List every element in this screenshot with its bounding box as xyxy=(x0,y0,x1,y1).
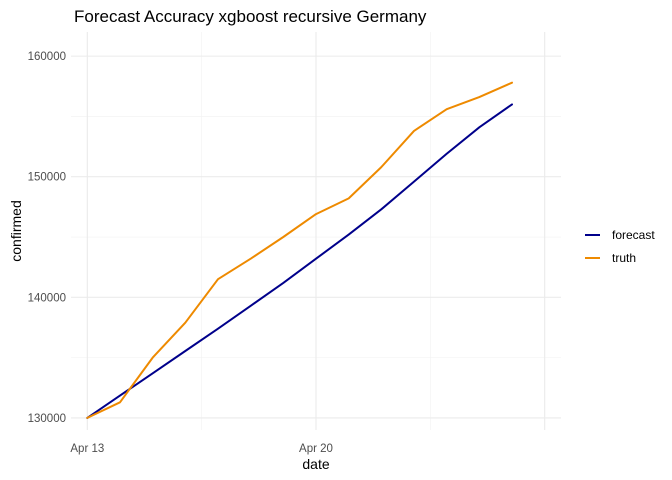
y-axis-tick-labels: 130000 140000 150000 160000 xyxy=(28,51,66,425)
major-gridlines xyxy=(71,32,561,430)
y-tick-label: 130000 xyxy=(28,413,66,425)
x-axis-tick-labels: Apr 13 Apr 20 xyxy=(70,443,333,455)
series-lines xyxy=(86,81,513,419)
chart-title: Forecast Accuracy xgboost recursive Germ… xyxy=(74,7,427,26)
series-line-forecast xyxy=(86,103,513,419)
x-tick-label: Apr 13 xyxy=(70,443,104,455)
legend-item-forecast: forecast xyxy=(585,228,655,242)
legend: forecast truth xyxy=(585,228,655,265)
y-tick-label: 160000 xyxy=(28,51,66,63)
y-tick-label: 150000 xyxy=(28,172,66,184)
legend-item-truth: truth xyxy=(585,251,636,265)
x-tick-label: Apr 20 xyxy=(299,443,333,455)
series-line-truth xyxy=(86,81,513,419)
x-axis-title: date xyxy=(302,456,329,472)
legend-label: truth xyxy=(612,251,636,265)
legend-label: forecast xyxy=(612,228,655,242)
y-axis-title: confirmed xyxy=(8,200,24,261)
y-tick-label: 140000 xyxy=(28,292,66,304)
